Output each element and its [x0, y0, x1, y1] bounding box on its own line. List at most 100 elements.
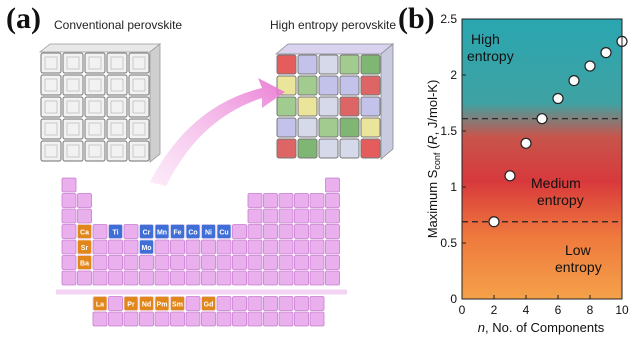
periodic-table-cell: [278, 270, 294, 286]
periodic-table-cell: [325, 224, 340, 239]
periodic-table-cell: [247, 239, 263, 255]
periodic-table-cell: [294, 208, 309, 224]
periodic-table-cell: [309, 270, 325, 286]
y-tick-label: 1.5: [440, 124, 457, 138]
highlighted-element-cell: [77, 255, 92, 270]
periodic-table-cell: [263, 255, 278, 270]
periodic-table-cell: [170, 311, 185, 327]
conventional-cube-cell: [84, 118, 106, 140]
periodic-table-cell: [278, 239, 294, 255]
periodic-table-cell: [247, 193, 263, 208]
conventional-cube-cell: [128, 118, 150, 140]
periodic-table-cell: [263, 296, 278, 311]
high-entropy-cube-cell: [318, 96, 339, 117]
periodic-table-cell: [232, 255, 247, 270]
region-medium-line2: entropy: [537, 192, 584, 208]
periodic-table-cell: [216, 311, 232, 327]
periodic-table-cell: [170, 255, 185, 270]
high-entropy-cube-cell: [297, 96, 318, 117]
highlighted-element-cell: [170, 296, 185, 311]
periodic-table-cell: [61, 208, 77, 224]
y-axis-ticks: 0 0.5 1 1.5 2 2.5: [440, 12, 466, 306]
highlighted-element-cell: [216, 224, 232, 239]
high-entropy-cube-cell: [318, 138, 339, 159]
high-entropy-cube-cell: [297, 54, 318, 75]
periodic-table-cell: [309, 296, 325, 311]
region-medium-line1: Medium: [531, 175, 581, 191]
high-entropy-cube-cell: [318, 75, 339, 96]
periodic-table-cell: [92, 224, 108, 239]
element-symbol: Co: [188, 230, 197, 237]
periodic-table-cell: [77, 208, 92, 224]
periodic-table-cell: [309, 193, 325, 208]
periodic-table-cell: [232, 270, 247, 286]
high-entropy-cube-cell: [339, 96, 360, 117]
periodic-table-cell: [263, 270, 278, 286]
periodic-table-cell: [77, 270, 92, 286]
conventional-cube-cell: [106, 96, 128, 118]
periodic-table-cell: [278, 208, 294, 224]
region-high-line2: entropy: [467, 48, 514, 64]
periodic-table-cell: [294, 296, 309, 311]
periodic-table-cell: [309, 311, 325, 327]
periodic-table-cell: [247, 255, 263, 270]
x-tick-label: 4: [523, 303, 530, 317]
periodic-table-cell: [92, 270, 108, 286]
periodic-table-cell: [294, 255, 309, 270]
conventional-cube-cell: [84, 96, 106, 118]
periodic-table-cell: [108, 311, 123, 327]
periodic-table-cell: [232, 239, 247, 255]
conventional-cube-cell: [128, 96, 150, 118]
periodic-table-cell: [139, 255, 154, 270]
periodic-table-cell: [325, 208, 340, 224]
periodic-table-cell: [108, 270, 123, 286]
periodic-table-cell: [263, 224, 278, 239]
element-symbol: Mo: [141, 245, 151, 252]
data-point: [552, 92, 564, 105]
periodic-table-cell: [201, 239, 216, 255]
element-symbol: Nd: [142, 302, 151, 309]
periodic-table-cell: [309, 239, 325, 255]
periodic-table-cell: [108, 255, 123, 270]
region-high-line1: High: [471, 31, 500, 47]
element-symbol: Gd: [204, 302, 214, 309]
region-low-line1: Low: [565, 242, 592, 258]
periodic-table-cell: [232, 296, 247, 311]
periodic-table-cell: [61, 239, 77, 255]
high-entropy-cube-cell: [360, 138, 381, 159]
conventional-cube-cell: [128, 140, 150, 162]
data-point: [488, 216, 500, 228]
element-symbol: Pm: [157, 302, 168, 309]
element-symbol: Sr: [81, 245, 89, 252]
data-point: [536, 113, 548, 125]
periodic-table-cell: [201, 255, 216, 270]
periodic-table-cell: [278, 255, 294, 270]
periodic-table-cell: [92, 255, 108, 270]
periodic-table-cell: [325, 239, 340, 255]
conventional-perovskite-title: Conventional perovskite: [54, 18, 183, 32]
periodic-table-cell: [185, 270, 201, 286]
data-point: [520, 137, 532, 149]
conventional-cube-cell: [106, 74, 128, 96]
periodic-table-cell: [294, 193, 309, 208]
periodic-table-cell: [263, 239, 278, 255]
element-symbol: Mn: [157, 230, 167, 237]
conventional-cube-cell: [62, 52, 84, 74]
high-entropy-cube-cell: [360, 96, 381, 117]
high-entropy-cube-cell: [360, 54, 381, 75]
conventional-cube-cell: [106, 52, 128, 74]
plot-frame: [461, 18, 623, 300]
conventional-cube-cell: [40, 140, 62, 162]
highlighted-element-cell: [139, 224, 154, 239]
data-point: [600, 46, 612, 59]
periodic-table-cell: [232, 224, 247, 239]
conventional-cube-cell: [106, 140, 128, 162]
high-entropy-cube-cell: [318, 117, 339, 138]
data-point: [584, 60, 596, 72]
periodic-table-cell: [201, 311, 216, 327]
periodic-table-cell: [61, 255, 77, 270]
transform-arrow: [150, 78, 285, 186]
periodic-table-cell: [325, 270, 340, 286]
high-entropy-cube-cell: [276, 117, 297, 138]
x-tick-label: 0: [459, 303, 466, 317]
